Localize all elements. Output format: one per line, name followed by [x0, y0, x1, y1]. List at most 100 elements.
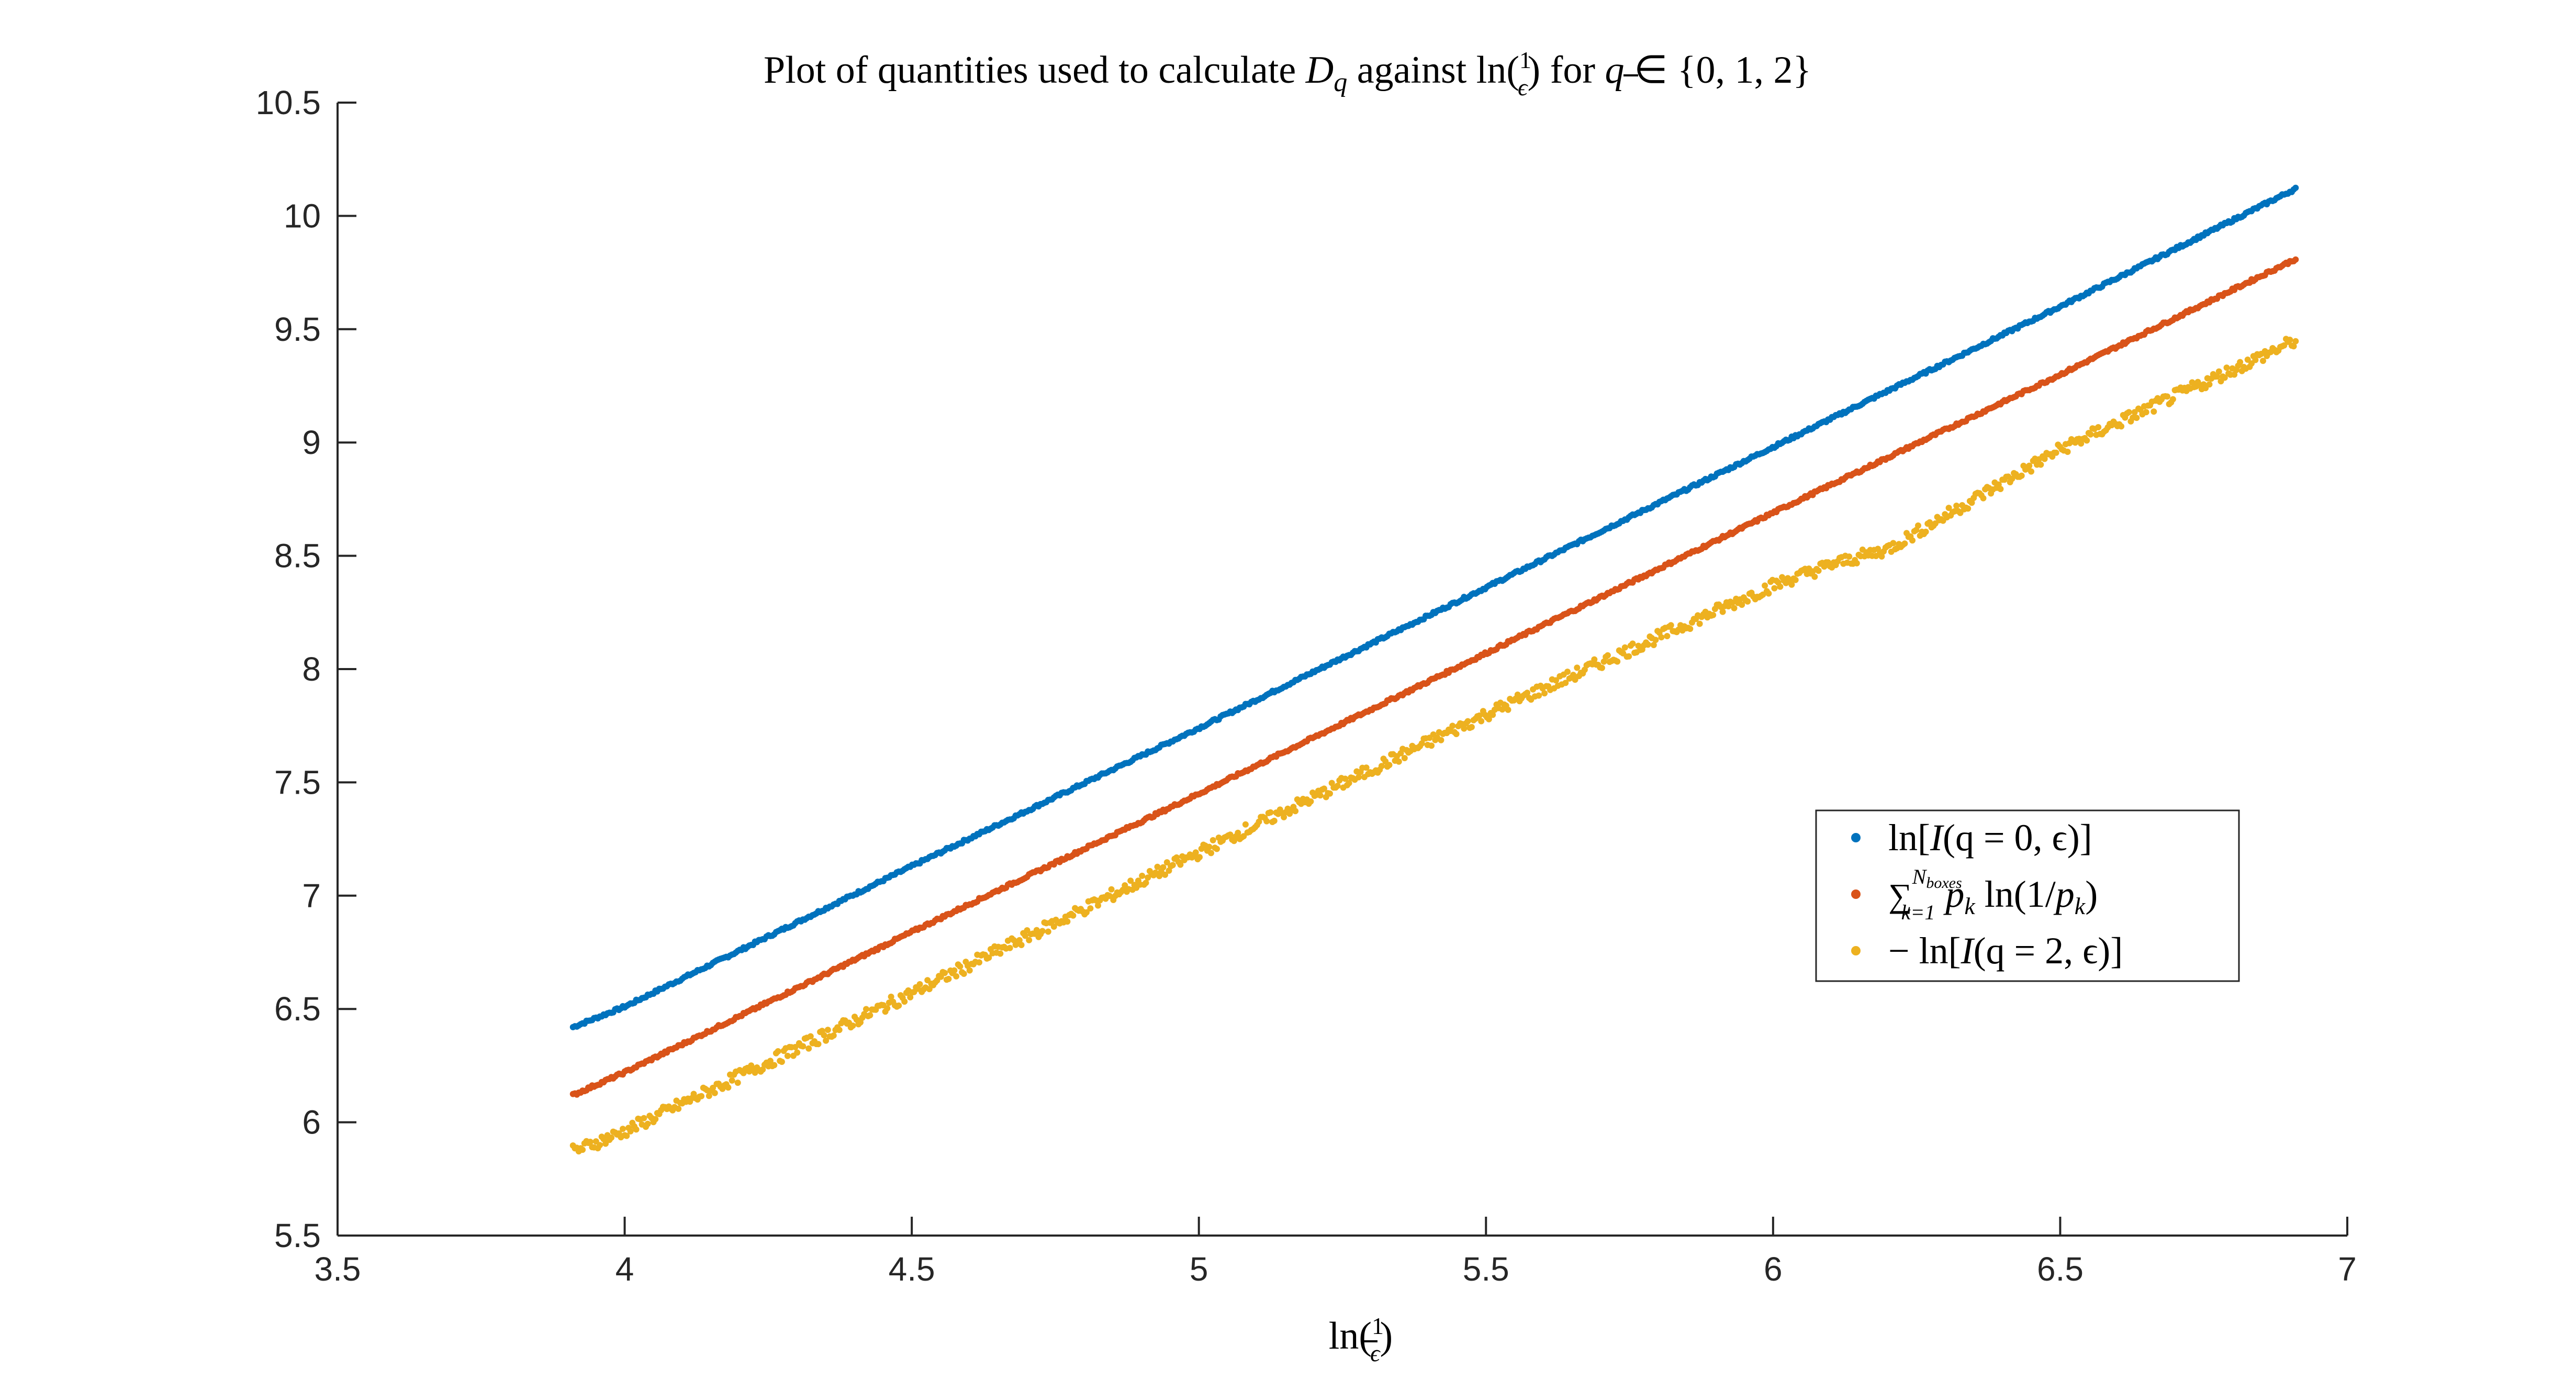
- data-point: [1600, 658, 1607, 665]
- data-point: [729, 1077, 735, 1084]
- data-point: [1901, 540, 1908, 547]
- data-point: [2292, 184, 2299, 191]
- data-point: [1122, 882, 1128, 889]
- data-point: [2009, 475, 2015, 482]
- data-point: [2292, 256, 2299, 263]
- data-point: [2244, 357, 2251, 363]
- data-point: [734, 1080, 741, 1086]
- data-point: [976, 959, 982, 966]
- data-point: [1621, 644, 1628, 651]
- data-point: [1553, 677, 1559, 684]
- data-point: [901, 998, 908, 1005]
- data-point: [1792, 576, 1799, 583]
- data-point: [1562, 680, 1569, 686]
- data-point: [895, 1002, 902, 1009]
- data-point: [1428, 742, 1435, 749]
- data-point: [1196, 854, 1203, 861]
- data-point: [1363, 764, 1370, 771]
- data-point: [1108, 886, 1115, 893]
- data-point: [823, 1037, 830, 1044]
- data-point: [2143, 409, 2149, 416]
- data-point: [1418, 740, 1425, 747]
- data-point: [1909, 537, 1916, 544]
- data-point: [1163, 859, 1170, 866]
- data-point: [2133, 415, 2140, 421]
- data-point: [1401, 755, 1408, 761]
- data-point: [1710, 611, 1717, 618]
- data-point: [698, 1093, 705, 1099]
- data-point: [985, 954, 992, 961]
- data-point: [884, 1005, 891, 1011]
- data-point: [1087, 905, 1094, 912]
- data-point: [1572, 676, 1578, 683]
- data-point: [1598, 664, 1605, 671]
- data-point: [1890, 540, 1897, 547]
- data-point: [2215, 368, 2222, 375]
- data-point: [1033, 927, 1040, 933]
- data-point: [2026, 462, 2033, 469]
- series-2-points: [569, 256, 2299, 1098]
- data-point: [1307, 798, 1314, 805]
- data-point: [778, 1059, 785, 1065]
- data-point: [1997, 486, 2004, 492]
- data-point: [2087, 431, 2094, 438]
- data-point: [2028, 468, 2034, 475]
- data-point: [1143, 880, 1149, 886]
- data-point: [608, 1135, 615, 1141]
- data-point: [1395, 758, 1402, 765]
- data-point: [2064, 449, 2071, 455]
- data-point: [2252, 357, 2259, 363]
- data-point: [1541, 690, 1548, 697]
- data-point: [926, 986, 933, 993]
- data-point: [1242, 821, 1249, 828]
- data-point: [1206, 843, 1213, 850]
- data-point: [1267, 809, 1274, 816]
- data-point: [794, 1049, 801, 1056]
- data-point: [849, 1022, 856, 1029]
- data-point: [1731, 605, 1738, 611]
- data-point: [2189, 379, 2196, 386]
- data-point: [767, 1058, 774, 1064]
- data-point: [824, 1027, 831, 1033]
- x-tick-label: 4.5: [889, 1250, 935, 1288]
- y-tick-label: 10.5: [255, 84, 321, 121]
- data-point: [1083, 909, 1090, 916]
- data-point: [1050, 923, 1057, 930]
- data-point: [1626, 653, 1632, 660]
- data-point: [2018, 472, 2025, 479]
- data-point: [2223, 364, 2230, 371]
- legend-label-series-1: ln[I(q = 0, ϵ)]: [1888, 817, 2092, 859]
- data-point: [592, 1138, 599, 1145]
- data-point: [1064, 918, 1071, 925]
- data-point: [2125, 409, 2132, 416]
- data-point: [710, 1084, 716, 1091]
- data-point: [1154, 863, 1161, 870]
- data-point: [830, 1032, 837, 1039]
- data-point: [1478, 718, 1485, 725]
- data-point: [1355, 774, 1362, 781]
- data-point: [620, 1126, 626, 1132]
- data-point: [953, 973, 960, 980]
- data-point: [1765, 590, 1772, 597]
- data-point: [1022, 932, 1028, 939]
- data-point: [2151, 408, 2157, 415]
- data-point: [966, 967, 973, 974]
- data-point: [1524, 690, 1531, 696]
- data-point: [2237, 359, 2244, 365]
- data-point: [1878, 553, 1885, 560]
- y-axis-ticks: 5.5 6 6.5 7 7.5 8 8.5 9 9.5 10 10.5: [255, 84, 356, 1254]
- data-point: [2169, 396, 2176, 403]
- data-point: [725, 1084, 732, 1091]
- data-point: [1378, 763, 1385, 770]
- data-point: [1853, 560, 1860, 566]
- legend-marker-series-1: [1851, 833, 1861, 842]
- x-tick-label: 6.5: [2037, 1250, 2084, 1288]
- data-point: [1327, 790, 1333, 797]
- data-point: [1777, 583, 1784, 590]
- series-3-points: [569, 336, 2299, 1155]
- x-tick-label: 4: [615, 1250, 634, 1288]
- data-point: [1953, 503, 1960, 509]
- data-point: [2164, 393, 2170, 400]
- data-point: [1214, 846, 1220, 852]
